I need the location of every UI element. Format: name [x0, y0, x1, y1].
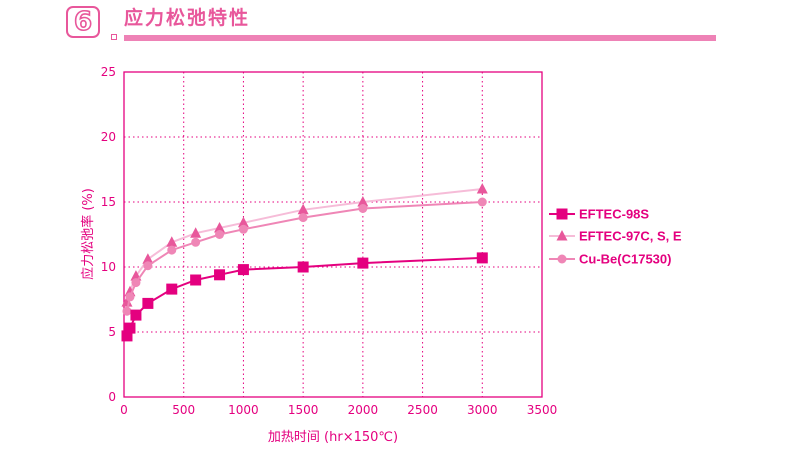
y-tick-label: 20 [101, 130, 116, 144]
grid-lines [124, 72, 542, 397]
series-cu-be-c17530 [122, 197, 487, 316]
section-number-badge: 6 [66, 6, 100, 38]
data-point-triangle [166, 236, 178, 247]
data-point-circle [131, 278, 141, 288]
y-tick-label: 15 [101, 195, 116, 209]
y-tick-label: 10 [101, 260, 116, 274]
plot-frame [123, 71, 543, 398]
data-point-circle [122, 306, 132, 316]
x-axis-label: 加热时间 (hr×150℃) [268, 430, 398, 445]
data-point-circle [298, 213, 308, 223]
data-point-circle [191, 237, 201, 247]
data-point-circle [167, 245, 177, 255]
x-tick-label: 0 [120, 403, 128, 417]
x-tick-label: 2500 [407, 403, 438, 417]
data-point-circle [215, 230, 225, 239]
y-axis-label: 应力松弛率 (%) [80, 188, 96, 280]
x-tick-label: 3500 [527, 403, 558, 417]
legend-label: EFTEC-97C, S, E [579, 229, 682, 244]
data-point-circle [143, 261, 153, 271]
data-point-square [214, 269, 226, 281]
data-point-square [237, 264, 249, 276]
data-point-triangle [214, 222, 226, 233]
legend-marker-triangle [556, 230, 568, 241]
legend-item-eftec-98s: EFTEC-98S [549, 207, 649, 222]
title-underline [124, 35, 716, 41]
x-tick-label: 500 [172, 403, 195, 417]
data-point-triangle [297, 203, 309, 215]
data-point-square [130, 309, 142, 321]
data-point-square [142, 297, 154, 309]
legend-marker-square [556, 208, 568, 220]
data-point-circle [358, 204, 368, 213]
title-square-icon [111, 34, 117, 40]
series-layer [121, 183, 488, 342]
x-tick-label: 2000 [348, 403, 379, 417]
section-header: 6 应力松弛特性 [0, 0, 788, 48]
data-point-square [190, 274, 202, 286]
data-point-square [121, 330, 133, 342]
x-tick-labels: 0 500 1000 1500 2000 2500 3000 3500 [120, 403, 557, 417]
legend-label: EFTEC-98S [579, 207, 649, 222]
data-point-triangle [476, 183, 488, 194]
series-eftec-98s [121, 252, 488, 342]
legend-marker-circle [557, 254, 567, 264]
y-tick-labels: 0 5 10 15 20 25 [101, 65, 116, 404]
y-tick-label: 25 [101, 65, 116, 79]
data-point-triangle [190, 227, 202, 238]
data-point-square [124, 322, 136, 334]
data-point-triangle [121, 296, 133, 307]
data-point-square [297, 261, 309, 273]
data-point-circle [477, 197, 487, 207]
y-tick-label: 0 [108, 390, 116, 404]
page-title: 应力松弛特性 [124, 7, 251, 29]
legend-item-eftec-97c-s-e: EFTEC-97C, S, E [549, 229, 682, 244]
data-point-triangle [237, 216, 249, 228]
data-point-circle [238, 224, 248, 234]
legend: EFTEC-98S EFTEC-97C, S, E Cu-Be(C17530) [549, 207, 682, 267]
x-tick-label: 1500 [288, 403, 319, 417]
x-tick-label: 3000 [467, 403, 498, 417]
data-point-triangle [142, 253, 154, 264]
x-tick-label: 1000 [228, 403, 259, 417]
legend-label: Cu-Be(C17530) [579, 252, 671, 267]
data-point-triangle [357, 196, 369, 207]
legend-item-cu-be-c17530: Cu-Be(C17530) [549, 252, 671, 267]
data-point-square [476, 252, 488, 264]
data-point-circle [125, 292, 135, 302]
y-tick-label: 5 [108, 325, 116, 339]
data-point-square [357, 257, 369, 269]
data-point-square [166, 283, 178, 295]
